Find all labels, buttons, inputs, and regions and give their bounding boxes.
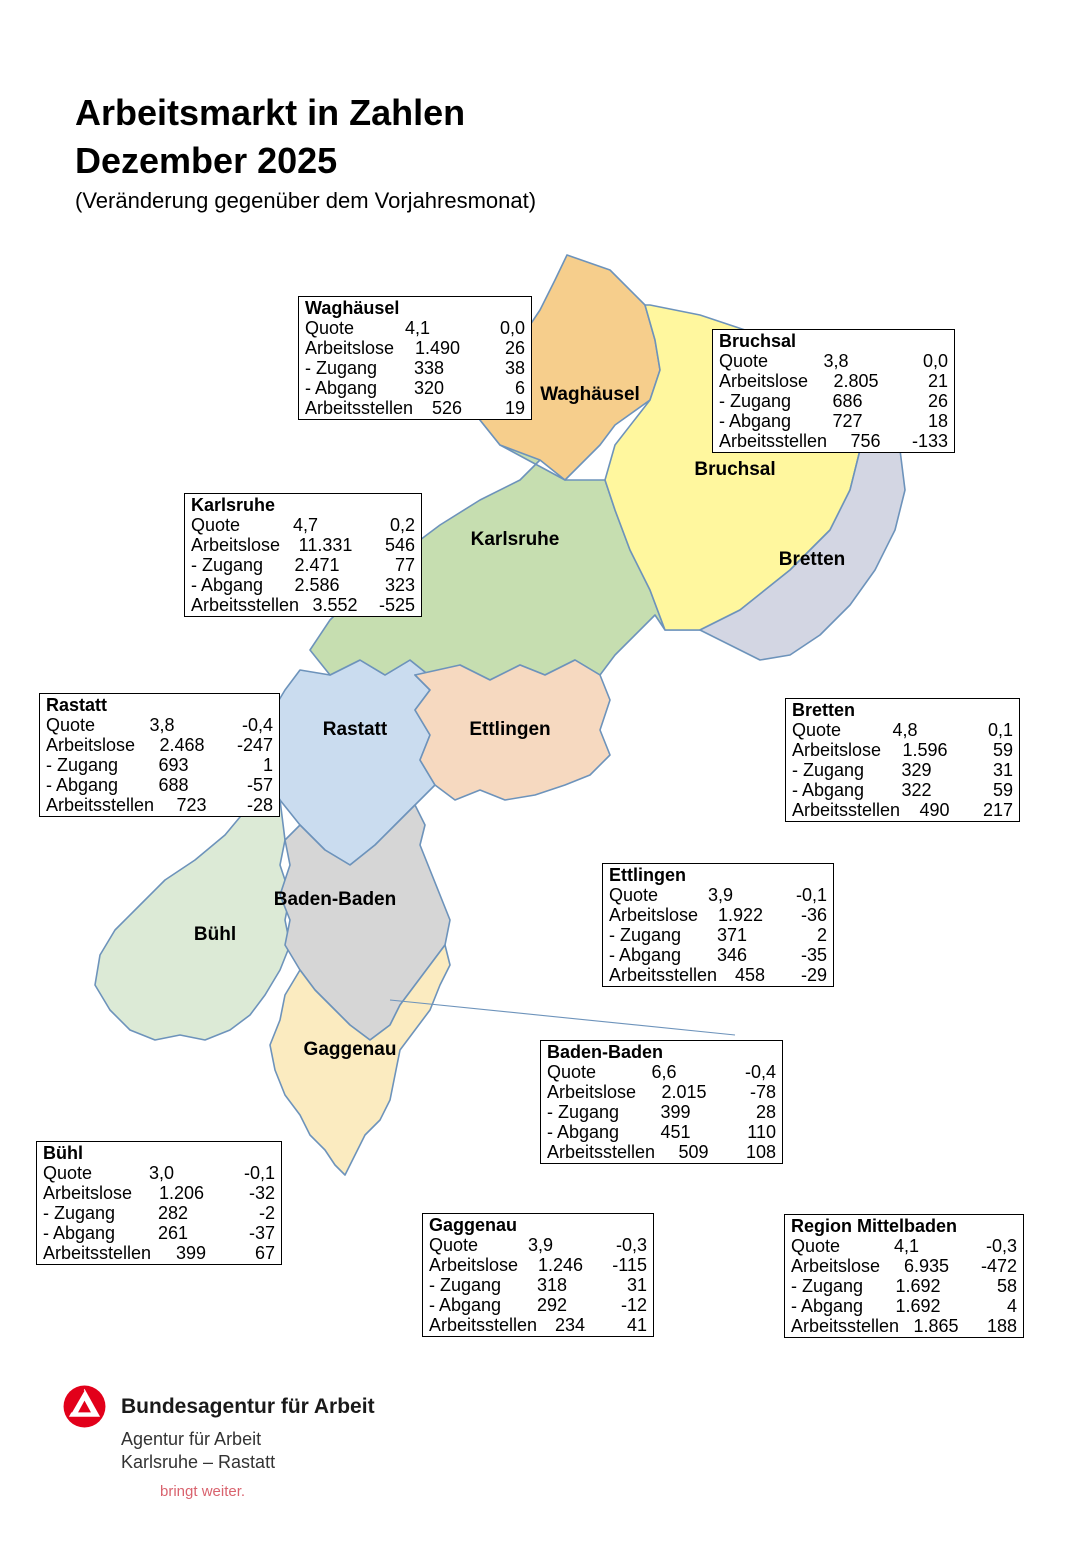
svg-text:Ettlingen: Ettlingen bbox=[469, 719, 550, 740]
svg-text:Bühl: Bühl bbox=[194, 924, 236, 945]
svg-text:Gaggenau: Gaggenau bbox=[304, 1039, 397, 1060]
svg-text:Waghäusel: Waghäusel bbox=[540, 384, 640, 405]
svg-text:Bruchsal: Bruchsal bbox=[694, 459, 775, 480]
svg-text:Rastatt: Rastatt bbox=[323, 719, 388, 740]
svg-text:Baden-Baden: Baden-Baden bbox=[274, 889, 396, 910]
svg-text:Karlsruhe: Karlsruhe bbox=[471, 529, 560, 550]
svg-text:Bretten: Bretten bbox=[779, 549, 846, 570]
